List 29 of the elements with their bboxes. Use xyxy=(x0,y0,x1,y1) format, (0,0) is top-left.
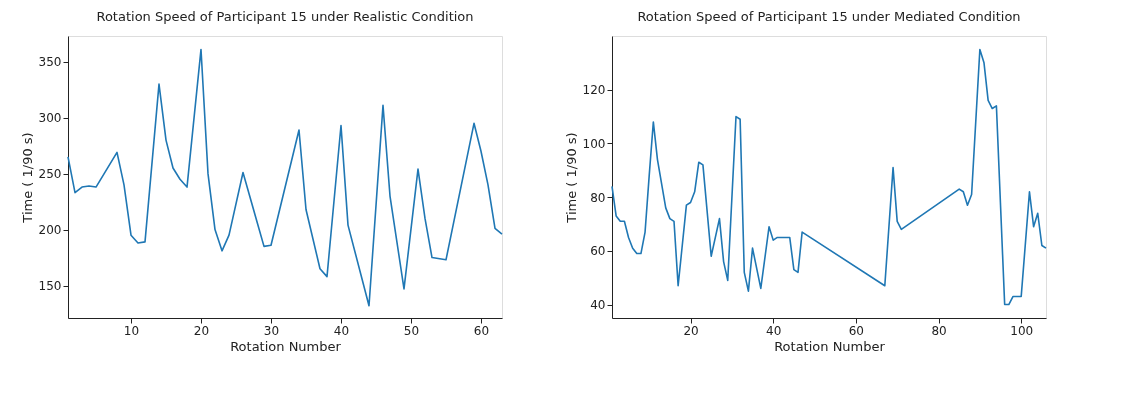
x-axis-title: Rotation Number xyxy=(774,338,886,354)
y-tick-label: 150 xyxy=(38,279,62,294)
y-tick-label: 300 xyxy=(38,111,62,126)
x-tick-label: 60 xyxy=(473,323,490,338)
y-tick-label: 350 xyxy=(38,55,62,70)
x-tick-label: 50 xyxy=(403,323,420,338)
x-axis-title: Rotation Number xyxy=(230,338,342,354)
line-series xyxy=(67,48,503,307)
x-tick-label: 20 xyxy=(683,323,699,338)
x-tick-label: 30 xyxy=(263,323,280,338)
chart-title: Rotation Speed of Participant 15 under Mediated Condition xyxy=(637,9,1021,24)
y-tick-label: 40 xyxy=(590,298,606,313)
y-axis-title: Time ( 1/90 s) xyxy=(563,132,579,224)
y-tick-label: 80 xyxy=(590,190,606,205)
x-tick-label: 40 xyxy=(766,323,782,338)
x-tick-label: 100 xyxy=(1010,323,1034,338)
line-series xyxy=(611,48,1047,306)
y-tick-label: 250 xyxy=(38,167,62,182)
y-tick-label: 60 xyxy=(590,244,606,259)
x-tick-label: 10 xyxy=(123,323,140,338)
x-tick-label: 60 xyxy=(848,323,865,338)
y-axis-title: Time ( 1/90 s) xyxy=(19,132,35,224)
x-tick-label: 40 xyxy=(333,323,350,338)
chart-title: Rotation Speed of Participant 15 under Realistic Condition xyxy=(96,9,474,24)
y-tick-label: 200 xyxy=(38,223,62,238)
y-tick-label: 100 xyxy=(582,136,606,151)
x-tick-label: 80 xyxy=(931,323,947,338)
y-tick-label: 120 xyxy=(582,83,606,98)
x-tick-label: 20 xyxy=(193,323,210,338)
